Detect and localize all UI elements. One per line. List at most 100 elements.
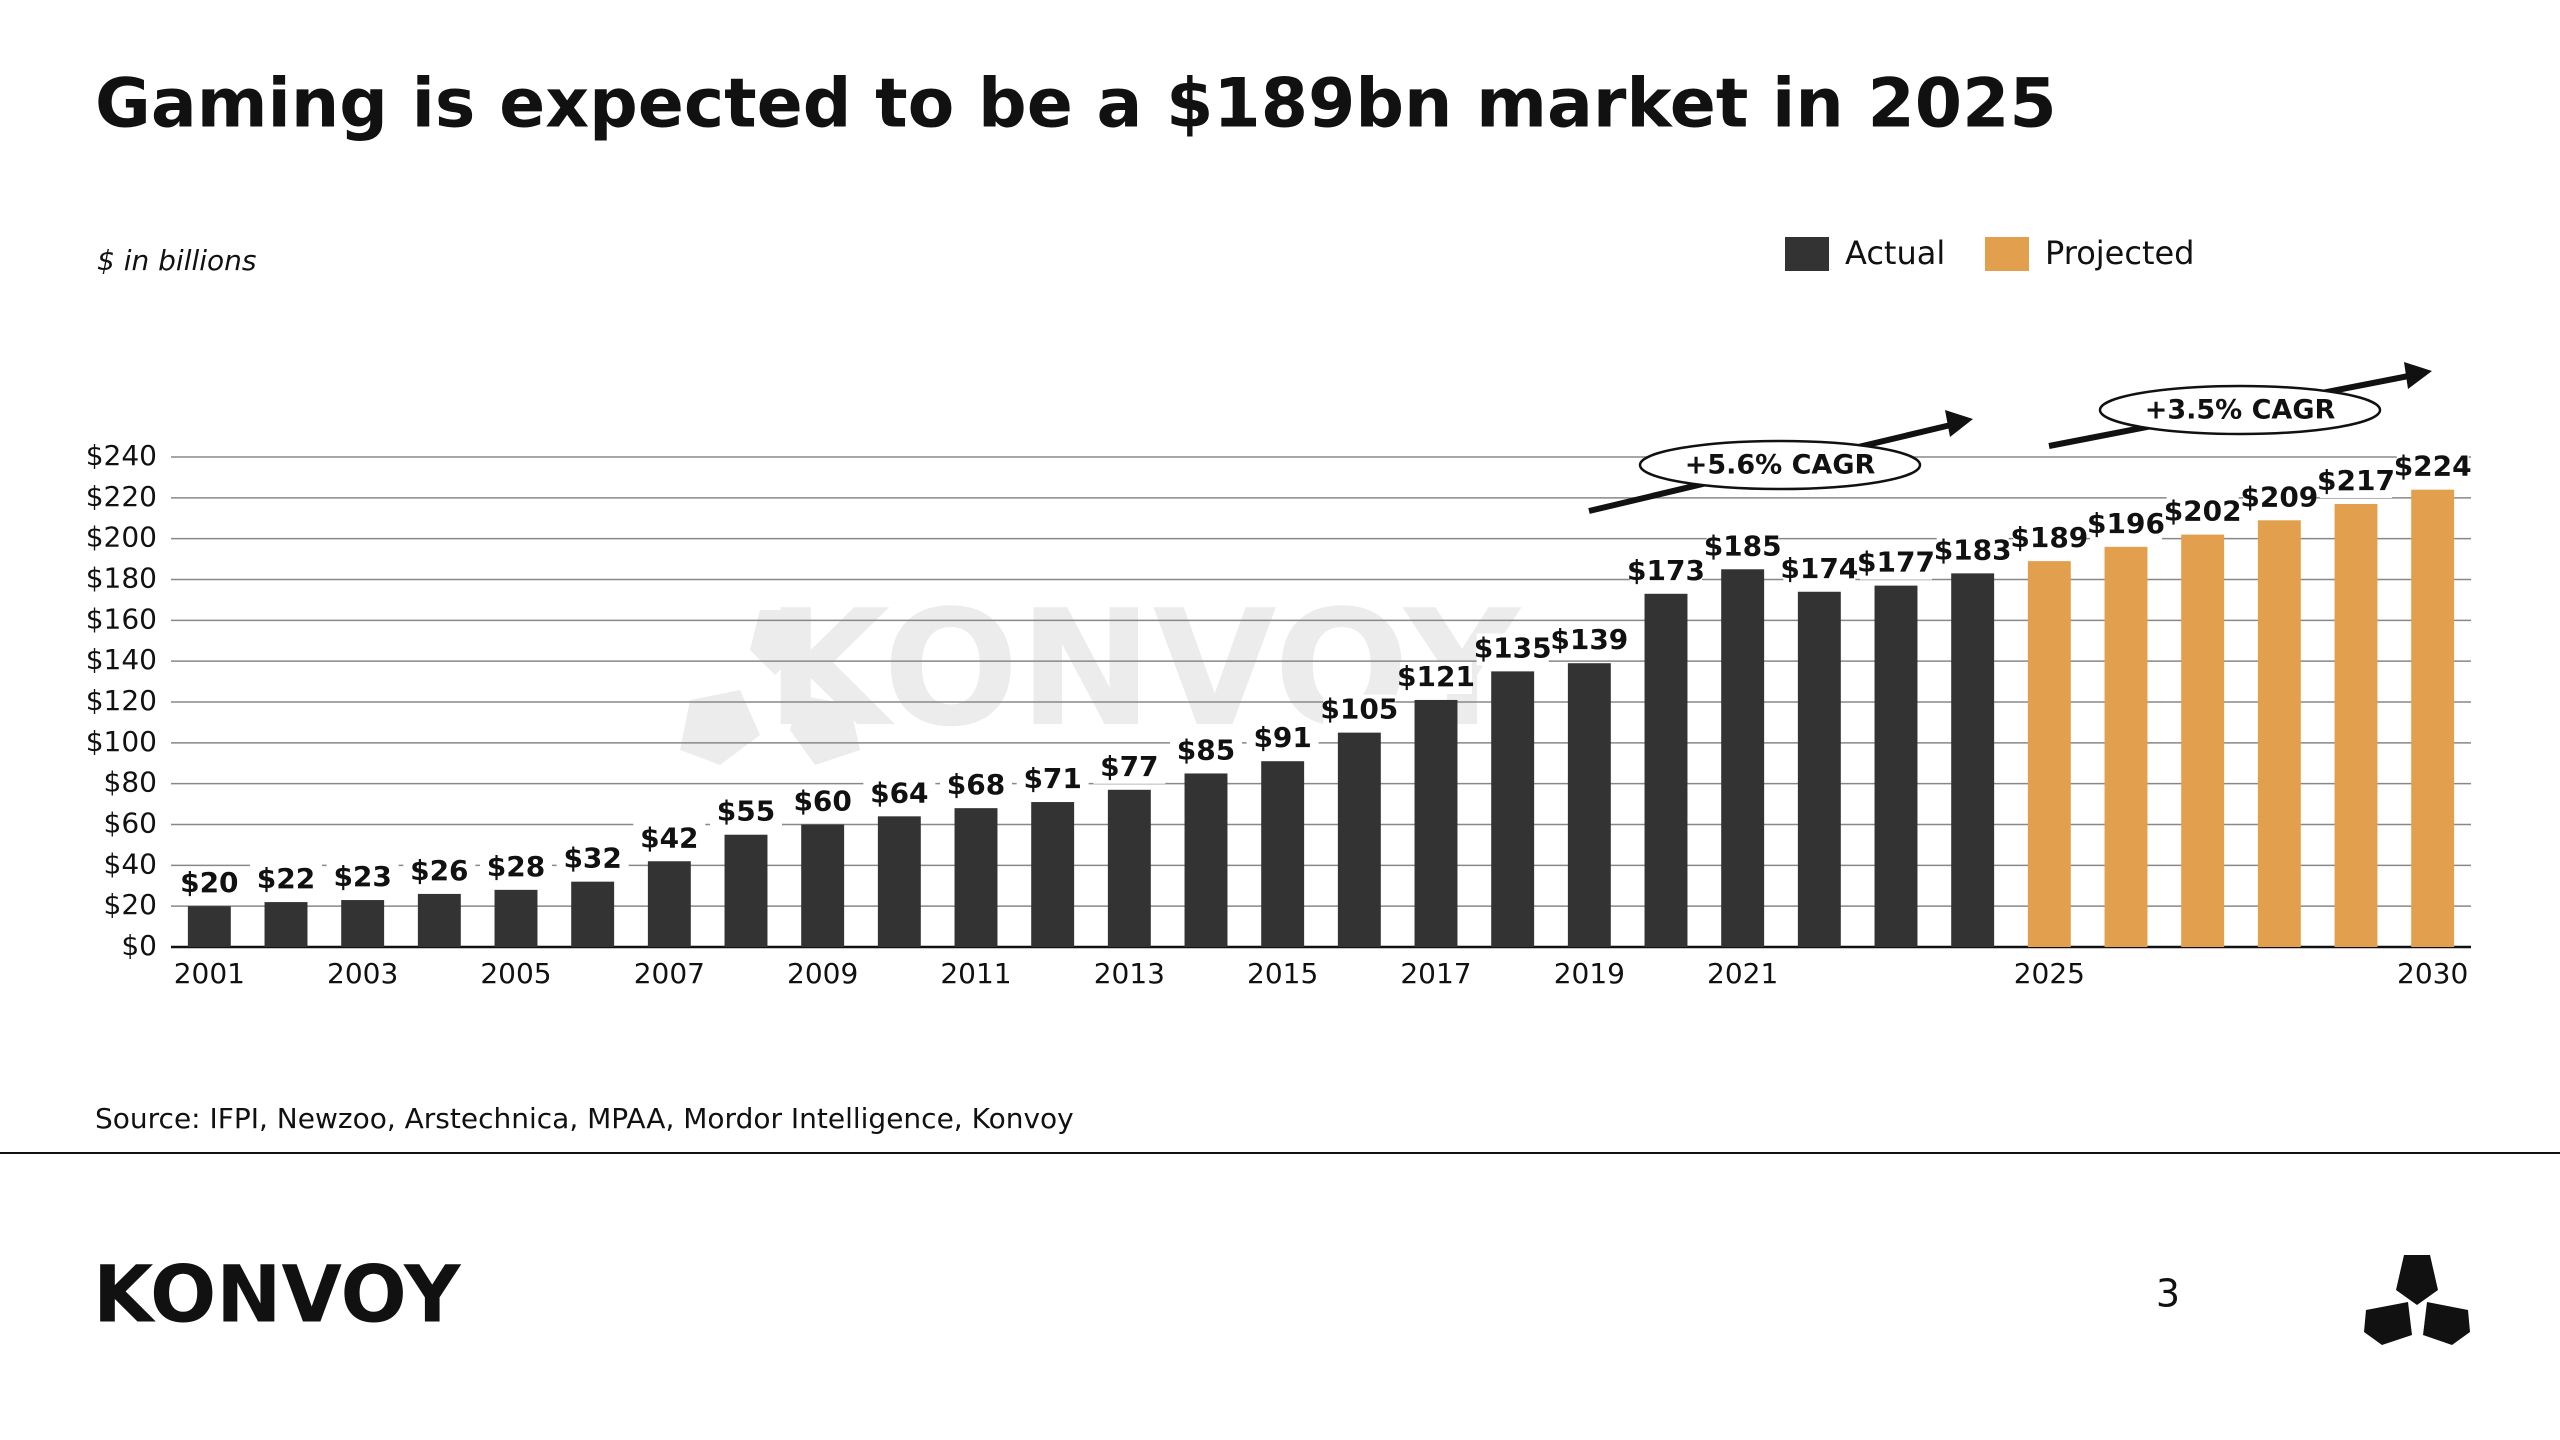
bar bbox=[1567, 663, 1611, 947]
bar bbox=[1951, 573, 1995, 947]
bar bbox=[2257, 520, 2301, 947]
value-label-bg bbox=[1476, 633, 1549, 666]
value-label-bg bbox=[786, 786, 859, 819]
value-label: $28 bbox=[487, 850, 545, 883]
value-label-bg bbox=[2243, 482, 2316, 515]
y-tick-label: $20 bbox=[104, 888, 157, 921]
bar bbox=[1184, 773, 1228, 947]
value-label: $177 bbox=[1857, 546, 1935, 579]
value-label-bg bbox=[1630, 555, 1702, 588]
value-label: $68 bbox=[947, 768, 1005, 801]
logo: KONVOY bbox=[93, 1250, 462, 1340]
value-label: $64 bbox=[870, 776, 928, 809]
x-tick-label: 2007 bbox=[634, 957, 705, 990]
value-label-bg bbox=[940, 770, 1012, 803]
value-label: $26 bbox=[410, 854, 468, 887]
x-tick-label: 2025 bbox=[2014, 957, 2085, 990]
value-label-bg bbox=[1860, 547, 1932, 580]
x-tick-label: 2013 bbox=[1094, 957, 1165, 990]
bar bbox=[801, 824, 845, 947]
value-label: $202 bbox=[2164, 495, 2242, 528]
value-label: $20 bbox=[180, 866, 238, 899]
value-label-bg bbox=[2166, 496, 2239, 529]
value-label: $32 bbox=[563, 842, 621, 875]
bar bbox=[1797, 591, 1841, 947]
value-label-bg bbox=[2396, 451, 2469, 484]
bar bbox=[264, 902, 308, 947]
bar bbox=[2411, 489, 2455, 947]
value-label: $189 bbox=[2010, 521, 2088, 554]
x-tick-label: 2009 bbox=[787, 957, 858, 990]
value-label-bg bbox=[403, 855, 476, 888]
value-label: $174 bbox=[1780, 552, 1858, 585]
value-label-bg bbox=[1706, 531, 1779, 564]
value-label: $85 bbox=[1177, 733, 1235, 766]
value-label: $121 bbox=[1397, 660, 1475, 693]
value-label-bg bbox=[173, 868, 246, 901]
value-label: $135 bbox=[1474, 631, 1552, 664]
x-tick-label: 2017 bbox=[1400, 957, 1471, 990]
value-label-bg bbox=[1400, 661, 1472, 694]
bar bbox=[494, 889, 538, 947]
value-label-bg bbox=[2090, 508, 2162, 541]
bar bbox=[1874, 585, 1918, 947]
value-label: $139 bbox=[1550, 623, 1628, 656]
value-label: $224 bbox=[2394, 450, 2472, 483]
annotation-oval bbox=[2098, 384, 2382, 436]
y-tick-label: $40 bbox=[104, 847, 157, 880]
value-label-bg bbox=[1246, 723, 1319, 756]
bar bbox=[2027, 561, 2071, 947]
value-label: $105 bbox=[1320, 693, 1398, 726]
legend-swatch bbox=[1785, 237, 1829, 271]
value-label: $209 bbox=[2240, 480, 2318, 513]
page-number: 3 bbox=[2156, 1272, 2180, 1316]
bar bbox=[1261, 761, 1305, 947]
y-tick-label: $160 bbox=[86, 602, 157, 635]
logo-icon bbox=[2364, 1255, 2470, 1345]
bar bbox=[954, 808, 998, 947]
value-label: $71 bbox=[1023, 762, 1081, 795]
chart-title: Gaming is expected to be a $189bn market… bbox=[95, 65, 2057, 144]
x-tick-label: 2003 bbox=[327, 957, 398, 990]
bar bbox=[417, 893, 461, 947]
legend-label: Projected bbox=[2045, 234, 2194, 272]
annotation: +5.6% CAGR bbox=[1685, 450, 1876, 481]
y-tick-label: $180 bbox=[86, 562, 157, 595]
watermark: KONVOY bbox=[766, 575, 1522, 762]
arrow-head bbox=[2404, 362, 2432, 389]
bar bbox=[2104, 546, 2148, 947]
x-tick-label: 2001 bbox=[174, 957, 245, 990]
value-label: $91 bbox=[1253, 721, 1311, 754]
bar bbox=[187, 906, 231, 947]
bar bbox=[1337, 732, 1381, 947]
y-tick-label: $0 bbox=[121, 929, 157, 962]
y-tick-label: $80 bbox=[104, 766, 157, 799]
value-label-bg bbox=[2013, 523, 2086, 556]
bar bbox=[647, 861, 691, 947]
value-label-bg bbox=[556, 843, 629, 876]
value-label-bg bbox=[480, 851, 552, 884]
y-tick-label: $100 bbox=[86, 725, 157, 758]
value-label-bg bbox=[250, 864, 322, 897]
value-label-bg bbox=[1553, 625, 1626, 658]
annotation: +3.5% CAGR bbox=[2145, 395, 2336, 426]
value-label-bg bbox=[1093, 751, 1166, 784]
y-tick-label: $120 bbox=[86, 684, 157, 717]
value-label-bg bbox=[1323, 694, 1396, 727]
value-label: $196 bbox=[2087, 507, 2165, 540]
x-tick-label: 2019 bbox=[1554, 957, 1625, 990]
x-tick-label: 2015 bbox=[1247, 957, 1318, 990]
x-tick-label: 2005 bbox=[480, 957, 551, 990]
bar bbox=[2181, 534, 2225, 947]
x-tick-label: 2011 bbox=[940, 957, 1011, 990]
y-tick-label: $220 bbox=[86, 480, 157, 513]
value-label-bg bbox=[710, 796, 782, 829]
value-label-bg bbox=[1783, 553, 1856, 586]
x-tick-label: 2021 bbox=[1707, 957, 1778, 990]
legend-label: Actual bbox=[1845, 234, 1945, 272]
bar bbox=[571, 881, 615, 947]
value-label-bg bbox=[326, 862, 399, 895]
watermark-icon bbox=[680, 610, 860, 765]
value-label: $77 bbox=[1100, 750, 1158, 783]
